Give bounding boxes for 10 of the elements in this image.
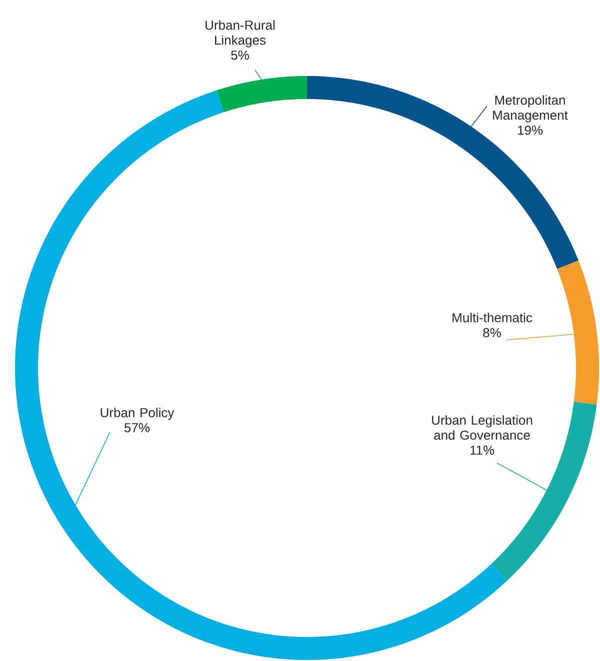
slice-label: Urban-Rural Linkages — [206, 20, 275, 48]
data-label: 8% — [483, 328, 501, 338]
slice-label: Metropolitan Management — [493, 95, 568, 122]
slice-label: Multi-thematic — [452, 312, 532, 322]
data-label: 57% — [124, 423, 150, 432]
slice-label: Urban Legislation and Governance — [432, 415, 532, 440]
data-label: 19% — [518, 126, 543, 135]
slice-label: Urban Policy — [100, 408, 174, 420]
data-label: 11% — [470, 446, 494, 455]
data-label: 5% — [231, 50, 249, 60]
